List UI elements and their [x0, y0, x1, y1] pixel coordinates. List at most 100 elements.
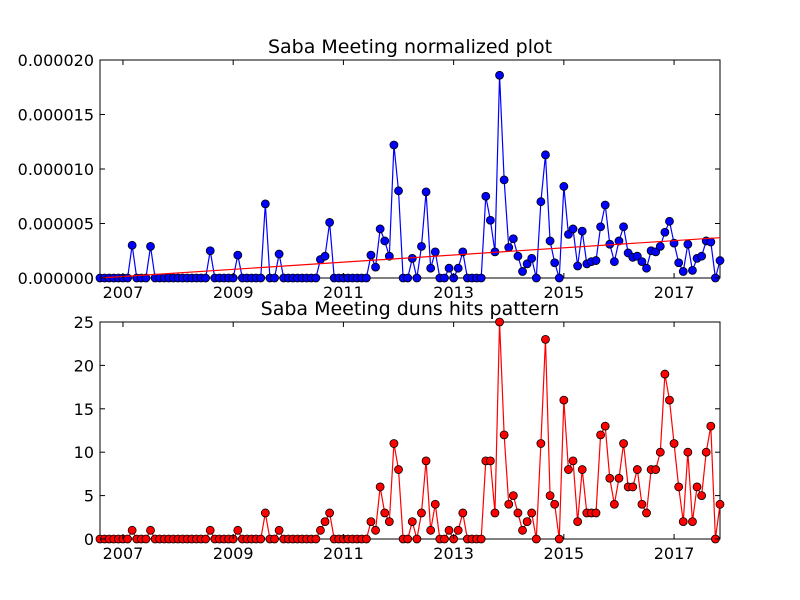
y-tick-label: 0.000005 — [18, 215, 94, 234]
data-point — [545, 236, 555, 246]
data-point — [683, 447, 693, 457]
x-tick-label: 2011 — [323, 283, 364, 302]
data-point — [141, 273, 151, 283]
y-axis: 0 5 10 15 20 25 — [74, 313, 720, 549]
y-tick-label: 10 — [74, 443, 94, 462]
data-point — [375, 482, 385, 492]
data-point — [361, 534, 371, 544]
data-point — [325, 508, 335, 518]
data-point — [619, 439, 628, 448]
y-tick-label: 0.000010 — [18, 160, 94, 179]
data-point — [655, 447, 665, 457]
y-tick-label: 0.000020 — [18, 51, 94, 70]
x-axis: 2007 2009 2011 2013 2015 2017 — [103, 322, 694, 563]
data-point — [380, 236, 390, 246]
data-point — [637, 499, 647, 509]
data-point — [430, 499, 440, 509]
data-point — [311, 534, 321, 544]
data-point — [453, 525, 463, 535]
data-point — [568, 456, 578, 466]
chart-title: Saba Meeting normalized plot — [268, 36, 552, 58]
data-point — [201, 273, 211, 283]
data-point — [421, 456, 431, 466]
data-point — [541, 150, 550, 160]
data-point — [665, 216, 674, 226]
data-point — [403, 273, 413, 283]
data-point — [665, 395, 674, 405]
data-point — [440, 534, 449, 544]
x-tick-label: 2013 — [433, 283, 474, 302]
data-point — [577, 465, 587, 474]
data-point — [421, 187, 431, 197]
data-point — [688, 265, 697, 275]
data-point — [320, 251, 330, 261]
data-point — [536, 197, 546, 207]
data-point — [256, 273, 266, 283]
data-point — [274, 525, 284, 535]
data-point — [577, 226, 587, 236]
data-point — [513, 251, 523, 261]
data-point — [692, 482, 702, 492]
data-point — [504, 499, 514, 509]
data-point — [123, 273, 132, 283]
data-point — [642, 508, 651, 518]
data-point — [485, 215, 495, 225]
data-point — [642, 263, 651, 273]
x-tick-label: 2007 — [103, 283, 144, 302]
data-point — [495, 70, 504, 80]
data-point — [201, 534, 211, 544]
data-point — [674, 482, 684, 492]
data-point — [527, 253, 537, 263]
x-tick-label: 2015 — [543, 283, 584, 302]
data-point — [701, 447, 711, 457]
duns-hits-plot: Saba Meeting duns hits pattern 0 5 10 15 20 2… — [74, 298, 725, 563]
data-point — [260, 508, 270, 518]
data-point — [375, 224, 385, 234]
data-point — [127, 240, 137, 250]
data-point — [426, 263, 436, 273]
data-point — [490, 508, 500, 518]
y-tick-label: 0 — [84, 530, 94, 549]
data-point — [127, 525, 137, 535]
data-point — [270, 273, 279, 283]
data-point — [674, 258, 684, 268]
y-tick-label: 25 — [74, 313, 94, 332]
data-point — [366, 250, 376, 260]
data-point — [559, 182, 569, 191]
data-point — [444, 263, 454, 273]
trend-line — [99, 237, 721, 279]
data-point — [564, 465, 573, 474]
data-point — [573, 517, 583, 527]
data-point — [545, 491, 555, 501]
y-tick-label: 5 — [84, 487, 94, 506]
data-point — [384, 251, 394, 261]
data-point — [706, 237, 716, 247]
data-point — [651, 465, 661, 474]
data-point — [311, 273, 321, 283]
data-point — [316, 525, 325, 535]
data-point — [591, 256, 601, 265]
data-point — [205, 525, 215, 535]
data-point — [426, 525, 436, 535]
data-point — [609, 257, 619, 267]
data-point — [697, 251, 707, 261]
data-point — [518, 525, 527, 535]
data-point — [476, 273, 486, 283]
data-point — [591, 508, 601, 518]
data-point — [495, 317, 504, 327]
y-tick-label: 15 — [74, 400, 94, 419]
data-point — [655, 241, 665, 251]
data-point — [697, 491, 707, 501]
data-point — [407, 517, 417, 527]
data-point — [522, 517, 532, 527]
data-point — [518, 267, 527, 276]
data-point — [485, 456, 495, 466]
y-tick-label: 0.000015 — [18, 106, 94, 125]
data-point — [508, 234, 518, 244]
data-point — [609, 499, 619, 509]
x-tick-label: 2015 — [543, 544, 584, 563]
data-point — [541, 334, 550, 344]
data-point — [458, 508, 468, 518]
data-point — [233, 525, 243, 535]
data-point — [205, 246, 215, 256]
